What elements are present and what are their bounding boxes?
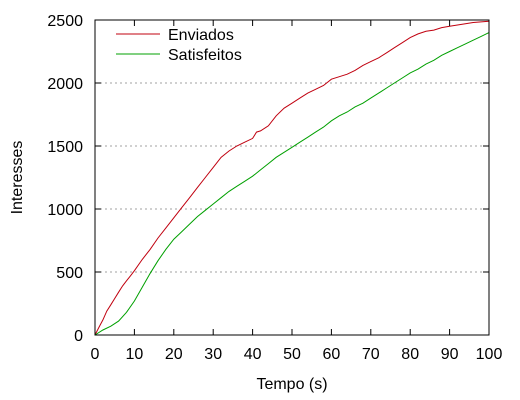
grid-lines	[95, 82, 489, 273]
x-tick-label: 100	[476, 346, 503, 363]
y-tick-label: 2000	[47, 76, 83, 93]
x-tick-label: 10	[126, 346, 144, 363]
x-tick-label: 60	[323, 346, 341, 363]
x-axis-title: Tempo (s)	[256, 376, 327, 393]
x-tick-label: 40	[244, 346, 262, 363]
legend-label-satisfeitos: Satisfeitos	[168, 47, 242, 64]
x-tick-label: 20	[165, 346, 183, 363]
y-axis-title: Interesses	[9, 141, 26, 215]
y-tick-label: 1000	[47, 202, 83, 219]
x-tick-label: 90	[441, 346, 459, 363]
x-tick-label: 70	[362, 346, 380, 363]
series-lines	[94, 20, 490, 336]
legend-label-enviados: Enviados	[168, 27, 234, 44]
y-tick-label: 0	[74, 328, 83, 345]
y-tick-label: 2500	[47, 13, 83, 30]
x-tick-label: 0	[91, 346, 100, 363]
x-tick-label: 50	[283, 346, 301, 363]
y-tick-label: 500	[56, 265, 83, 282]
x-tick-label: 30	[204, 346, 222, 363]
tick-labels: 0 500 1000 1500 2000 2500 0 10 20 30 40 50 60 70 80 90 1…	[47, 13, 502, 363]
series-line-enviados	[94, 20, 490, 336]
x-tick-label: 80	[401, 346, 419, 363]
series-line-satisfeitos	[94, 32, 490, 336]
legend: Enviados Satisfeitos	[116, 27, 242, 64]
y-tick-label: 1500	[47, 139, 83, 156]
axis-ticks	[94, 19, 490, 336]
